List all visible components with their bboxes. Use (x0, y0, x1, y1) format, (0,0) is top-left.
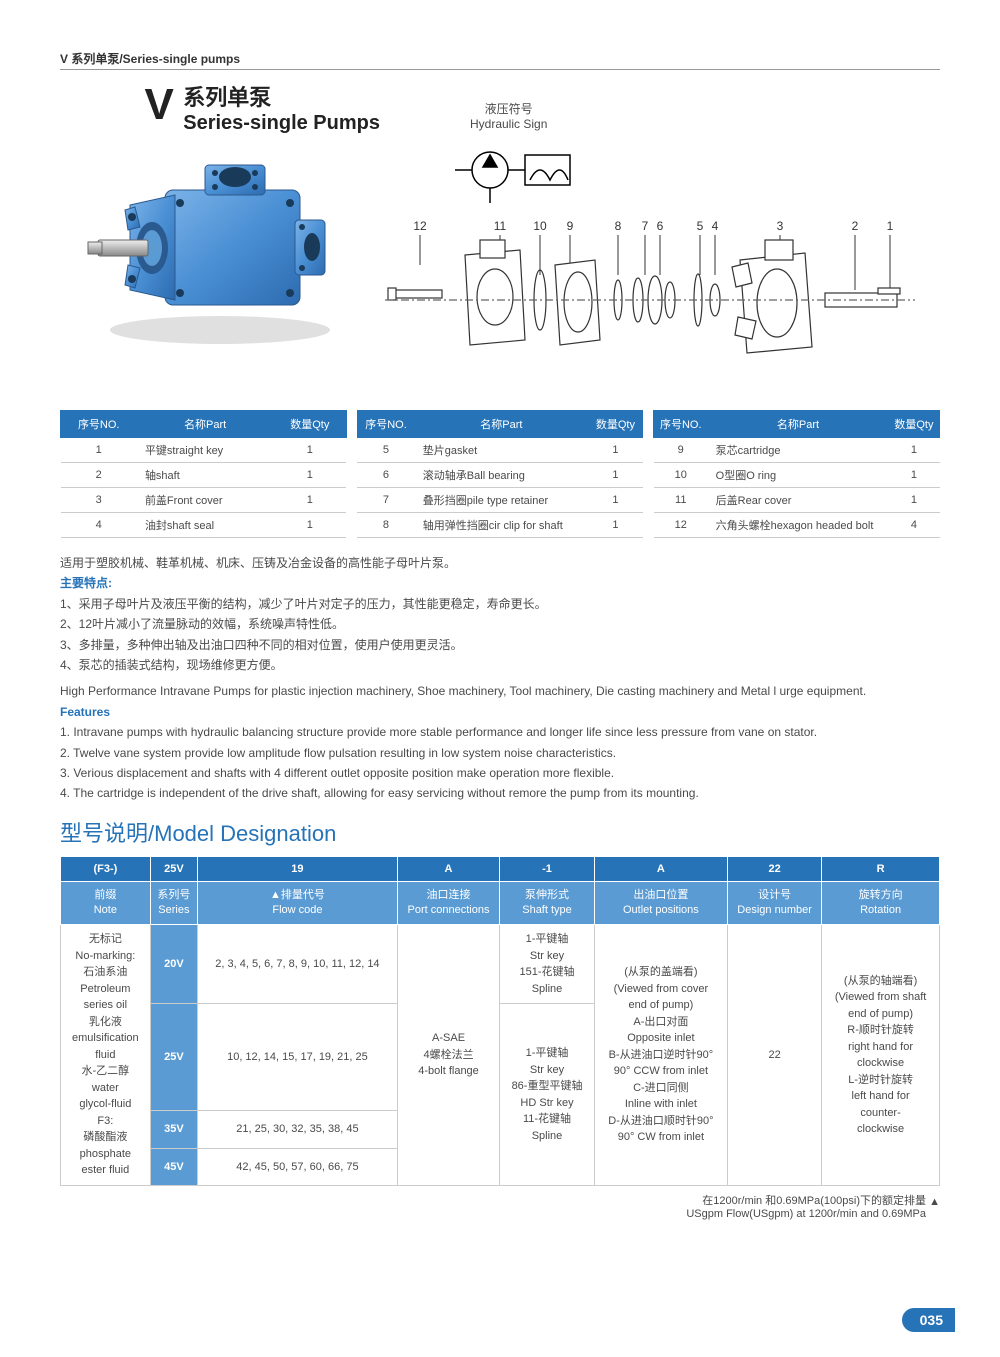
page-number: 035 (902, 1308, 955, 1332)
flow-20v: 2, 3, 4, 5, 6, 7, 8, 9, 10, 11, 12, 14 (198, 925, 398, 1004)
table-row: 12六角头螺栓hexagon headed bolt4 (654, 513, 940, 538)
svg-text:11: 11 (494, 219, 507, 233)
shaft-cell-2: 1-平键轴Str key86-重型平键轴HD Str key11-花键轴Spli… (500, 1004, 595, 1186)
title-letter: V (145, 80, 174, 130)
table-row: 7叠形挡圈pile type retainer1 (357, 488, 643, 513)
table-row: 2轴shaft1 (61, 463, 347, 488)
model-designation-table: (F3-)25V19A-1A22R 前缀Note系列号Series▲排量代号Fl… (60, 856, 940, 1186)
outlet-cell: (从泵的盖端看)(Viewed from coverend of pump)A-… (594, 925, 727, 1186)
svg-text:8: 8 (615, 219, 622, 233)
pump-rendering (80, 135, 360, 355)
flow-35v: 21, 25, 30, 32, 35, 38, 45 (198, 1111, 398, 1148)
svg-text:9: 9 (567, 219, 574, 233)
note-cell: 无标记No-marking:石油系油Petroleumseries oil乳化液… (61, 925, 151, 1186)
table-row: 1平键straight key1 (61, 438, 347, 463)
top-section: V 系列单泵 Series-single Pumps (60, 90, 940, 400)
product-image-area: V 系列单泵 Series-single Pumps (60, 90, 380, 400)
series-20v: 20V (150, 925, 197, 1004)
footnote: 在1200r/min 和0.69MPa(100psi)下的额定排量 USgpm … (60, 1192, 940, 1220)
parts-table-1: 序号NO. 名称Part 数量Qty 1平键straight key12轴sha… (60, 410, 347, 538)
features-heading-cn: 主要特点: (60, 573, 940, 593)
flow-25v: 10, 12, 14, 15, 17, 19, 21, 25 (198, 1004, 398, 1111)
footnote-marker: ▲ (929, 1196, 940, 1208)
shaft-cell-1: 1-平键轴Str key151-花键轴Spline (500, 925, 595, 1004)
model-designation-heading: 型号说明/Model Designation (60, 816, 940, 848)
svg-text:1: 1 (887, 219, 894, 233)
series-45v: 45V (150, 1148, 197, 1185)
intro-cn: 适用于塑胶机械、鞋革机械、机床、压铸及冶金设备的高性能子母叶片泵。 (60, 553, 940, 573)
exploded-diagram: 12 11 10 9 8 76 54 3 2 1 (380, 125, 920, 395)
table-row: 3前盖Front cover1 (61, 488, 347, 513)
parts-tables: 序号NO. 名称Part 数量Qty 1平键straight key12轴sha… (60, 410, 940, 538)
svg-text:12: 12 (413, 219, 427, 233)
features-heading-en: Features (60, 702, 940, 722)
table-row: 8轴用弹性挡圈cir clip for shaft1 (357, 513, 643, 538)
table-row: 9泵芯cartridge1 (654, 438, 940, 463)
intro-en: High Performance Intravane Pumps for pla… (60, 681, 940, 701)
svg-text:2: 2 (852, 219, 859, 233)
table-row: 4油封shaft seal1 (61, 513, 347, 538)
svg-text:4: 4 (712, 219, 719, 233)
parts-table-3: 序号NO. 名称Part 数量Qty 9泵芯cartridge110O型圈O r… (653, 410, 940, 538)
page-header: V 系列单泵/Series-single pumps (60, 50, 940, 70)
rotation-cell: (从泵的轴端看)(Viewed from shaftend of pump)R-… (822, 925, 940, 1186)
product-title: V 系列单泵 Series-single Pumps (145, 80, 380, 135)
svg-text:10: 10 (533, 219, 547, 233)
title-cn: 系列单泵 (183, 80, 380, 112)
svg-text:3: 3 (777, 219, 784, 233)
exploded-diagram-area: 液压符号 Hydraulic Sign 12 11 10 9 8 76 (380, 90, 940, 400)
table-row: 5垫片gasket1 (357, 438, 643, 463)
flow-45v: 42, 45, 50, 57, 60, 66, 75 (198, 1148, 398, 1185)
port-cell: A-SAE4螺栓法兰4-bolt flange (397, 925, 499, 1186)
svg-text:7: 7 (642, 219, 649, 233)
svg-text:6: 6 (657, 219, 664, 233)
series-35v: 35V (150, 1111, 197, 1148)
svg-text:5: 5 (697, 219, 704, 233)
series-25v: 25V (150, 1004, 197, 1111)
parts-table-2: 序号NO. 名称Part 数量Qty 5垫片gasket16滚动轴承Ball b… (357, 410, 644, 538)
table-row: 10O型圈O ring1 (654, 463, 940, 488)
design-cell: 22 (728, 925, 822, 1186)
table-row: 6滚动轴承Ball bearing1 (357, 463, 643, 488)
description-block: 适用于塑胶机械、鞋革机械、机床、压铸及冶金设备的高性能子母叶片泵。 主要特点: … (60, 553, 940, 804)
table-row: 11后盖Rear cover1 (654, 488, 940, 513)
title-en: Series-single Pumps (183, 112, 380, 135)
